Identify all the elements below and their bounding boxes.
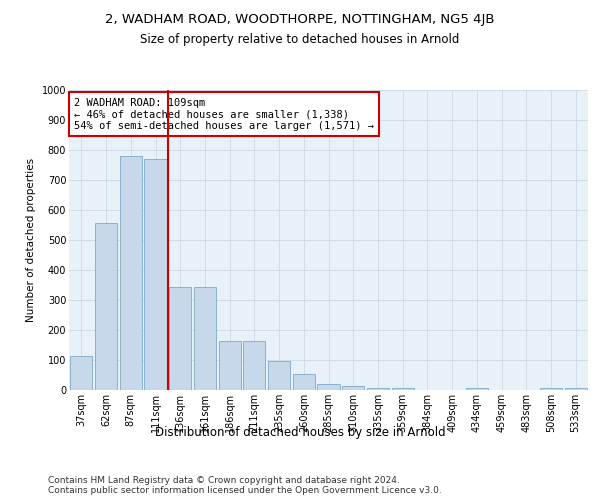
Bar	[268, 361, 290, 390]
Bar	[243, 341, 265, 390]
Bar	[218, 341, 241, 390]
Bar	[317, 384, 340, 390]
Bar	[367, 388, 389, 390]
Bar	[194, 288, 216, 390]
Bar	[293, 374, 315, 390]
Text: 2, WADHAM ROAD, WOODTHORPE, NOTTINGHAM, NG5 4JB: 2, WADHAM ROAD, WOODTHORPE, NOTTINGHAM, …	[105, 12, 495, 26]
Y-axis label: Number of detached properties: Number of detached properties	[26, 158, 36, 322]
Bar	[169, 288, 191, 390]
Bar	[466, 388, 488, 390]
Bar	[540, 388, 562, 390]
Text: Distribution of detached houses by size in Arnold: Distribution of detached houses by size …	[155, 426, 445, 439]
Bar	[565, 388, 587, 390]
Bar	[392, 388, 414, 390]
Bar	[70, 356, 92, 390]
Bar	[342, 386, 364, 390]
Bar	[145, 159, 167, 390]
Text: Size of property relative to detached houses in Arnold: Size of property relative to detached ho…	[140, 32, 460, 46]
Text: Contains HM Land Registry data © Crown copyright and database right 2024.
Contai: Contains HM Land Registry data © Crown c…	[48, 476, 442, 495]
Bar	[119, 156, 142, 390]
Text: 2 WADHAM ROAD: 109sqm
← 46% of detached houses are smaller (1,338)
54% of semi-d: 2 WADHAM ROAD: 109sqm ← 46% of detached …	[74, 98, 374, 130]
Bar	[95, 223, 117, 390]
